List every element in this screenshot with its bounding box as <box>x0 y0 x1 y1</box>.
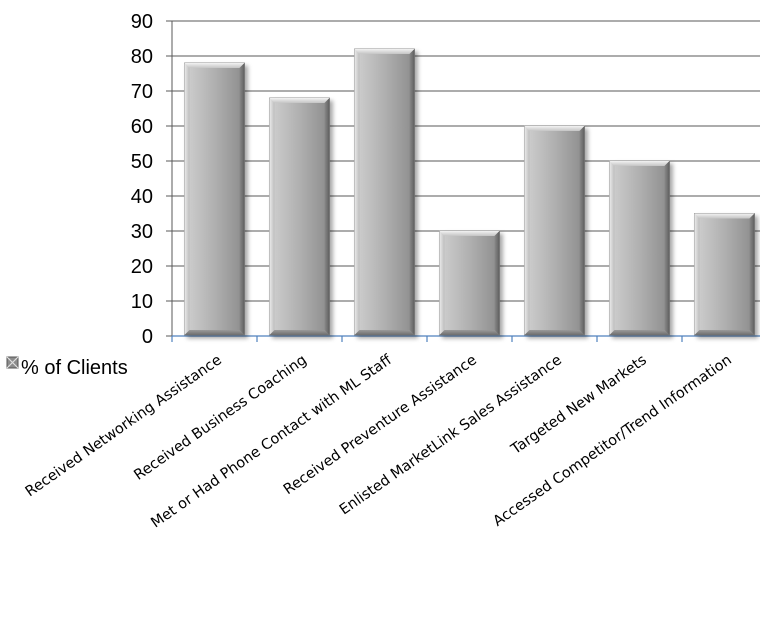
bar <box>694 213 755 336</box>
bar-bevel-left <box>524 126 530 335</box>
bar-face <box>439 230 500 336</box>
bar-bevel-top <box>354 49 415 54</box>
y-tick-label: 80 <box>131 46 153 68</box>
bar-bevel-left <box>439 231 445 335</box>
bar <box>354 48 415 336</box>
bar <box>269 97 330 336</box>
bar-face <box>184 62 245 336</box>
bar-bevel-left <box>354 49 360 335</box>
y-tick-labels: 0 10 20 30 40 50 60 70 80 90 <box>131 11 153 348</box>
bar-face <box>609 160 670 336</box>
bar-bevel-bottom <box>184 330 245 335</box>
bar-bevel-top <box>184 63 245 68</box>
bar-bevel-bottom <box>524 330 585 335</box>
legend-label: % of Clients <box>21 357 128 379</box>
y-tick-label: 60 <box>131 116 153 138</box>
legend-swatch-icon <box>6 356 19 369</box>
bar-bevel-top <box>694 213 755 219</box>
bar-face <box>354 48 415 336</box>
bar-bevel-right <box>409 49 415 335</box>
bar-bevel-bottom <box>694 330 755 335</box>
bar-bevel-right <box>749 213 755 335</box>
bar-bevel-left <box>609 161 615 335</box>
bar-face <box>269 97 330 336</box>
bar-face <box>694 213 755 336</box>
bar-bevel-right <box>239 63 245 335</box>
bar-bevel-bottom <box>439 330 500 335</box>
bar-bevel-right <box>664 161 670 335</box>
bar-face <box>524 125 585 336</box>
bar-bevel-bottom <box>269 330 330 335</box>
bar-bevel-top <box>609 161 670 166</box>
legend: % of Clients <box>6 356 128 379</box>
y-tick-label: 0 <box>142 326 153 348</box>
bar <box>184 62 245 336</box>
y-tick-label: 90 <box>131 11 153 33</box>
y-tick-label: 50 <box>131 151 153 173</box>
bar-bevel-bottom <box>609 330 670 335</box>
bar-bevel-top <box>269 98 330 103</box>
y-tick-label: 40 <box>131 186 153 208</box>
bar <box>609 160 670 336</box>
bars <box>184 48 755 336</box>
bar-bevel-top <box>439 231 500 236</box>
bar-bevel-left <box>269 98 275 335</box>
bar <box>524 125 585 336</box>
x-category-label: Targeted New Markets <box>508 352 650 458</box>
bar-bevel-top <box>524 126 585 131</box>
axes <box>171 21 760 342</box>
bar-bevel-right <box>324 98 330 335</box>
y-tick-label: 20 <box>131 256 153 278</box>
bar-bevel-left <box>184 63 190 335</box>
x-category-label: Received Business Coaching <box>131 352 309 484</box>
bar-bevel-left <box>694 213 700 335</box>
bar <box>439 230 500 336</box>
y-tick-label: 30 <box>131 221 153 243</box>
y-tick-label: 10 <box>131 291 153 313</box>
bar-bevel-right <box>494 231 500 335</box>
y-tick-label: 70 <box>131 81 153 103</box>
bar-bevel-bottom <box>354 330 415 335</box>
bar-bevel-right <box>579 126 585 335</box>
